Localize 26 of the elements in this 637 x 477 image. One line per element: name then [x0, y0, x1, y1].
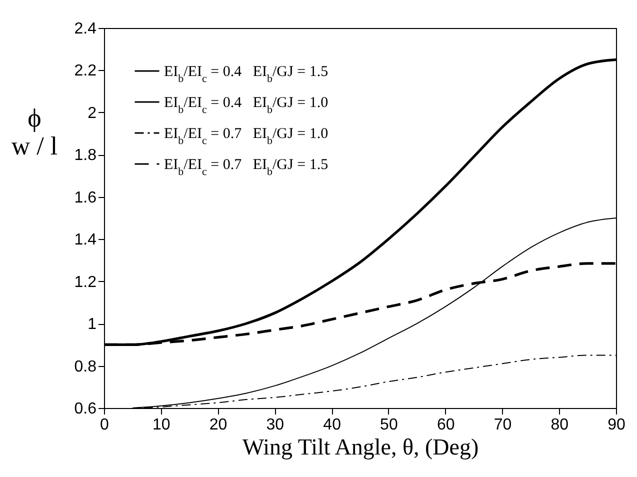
x-tick-label: 70 [494, 416, 512, 434]
x-tick-label: 10 [152, 416, 170, 434]
y-tick-label: 1.4 [74, 232, 97, 249]
legend-label: EI$_{b}$/EI$_{c}$ = 0.4 EI$_{b}$/GJ = 1.5 [164, 64, 328, 85]
x-tick-label: 60 [436, 416, 455, 434]
y-tick-label: 0.6 [74, 400, 97, 418]
y-axis-title: ϕ w / l [11, 104, 58, 160]
x-tick-label: 80 [550, 416, 569, 434]
y-tick-label: 1.8 [74, 147, 97, 164]
y-tick-label: 0.8 [74, 358, 97, 376]
x-tick-label: 20 [209, 416, 228, 434]
y-tick-label: 2.4 [74, 20, 97, 38]
y-tick-label: 1.6 [74, 189, 97, 206]
x-tick-label: 0 [100, 416, 110, 434]
legend-label: EI$_{b}$/EI$_{c}$ = 0.7 EI$_{b}$/GJ = 1.5 [164, 157, 328, 178]
y-tick-label: 2 [88, 104, 97, 122]
y-tick-label: 1 [88, 316, 97, 334]
y-tick-label: 2.2 [74, 62, 97, 80]
x-tick-label: 30 [266, 416, 284, 434]
legend-label: EI$_{b}$/EI$_{c}$ = 0.4 EI$_{b}$/GJ = 1.0 [164, 95, 328, 116]
legend-label: EI$_{b}$/EI$_{c}$ = 0.7 EI$_{b}$/GJ = 1.0 [164, 126, 328, 147]
x-tick-label: 50 [380, 416, 398, 434]
y-tick-label: 1.2 [74, 274, 97, 291]
x-axis-title: Wing Tilt Angle, θ, (Deg) [242, 434, 479, 460]
x-tick-label: 40 [323, 416, 342, 434]
x-tick-label: 90 [608, 416, 626, 434]
